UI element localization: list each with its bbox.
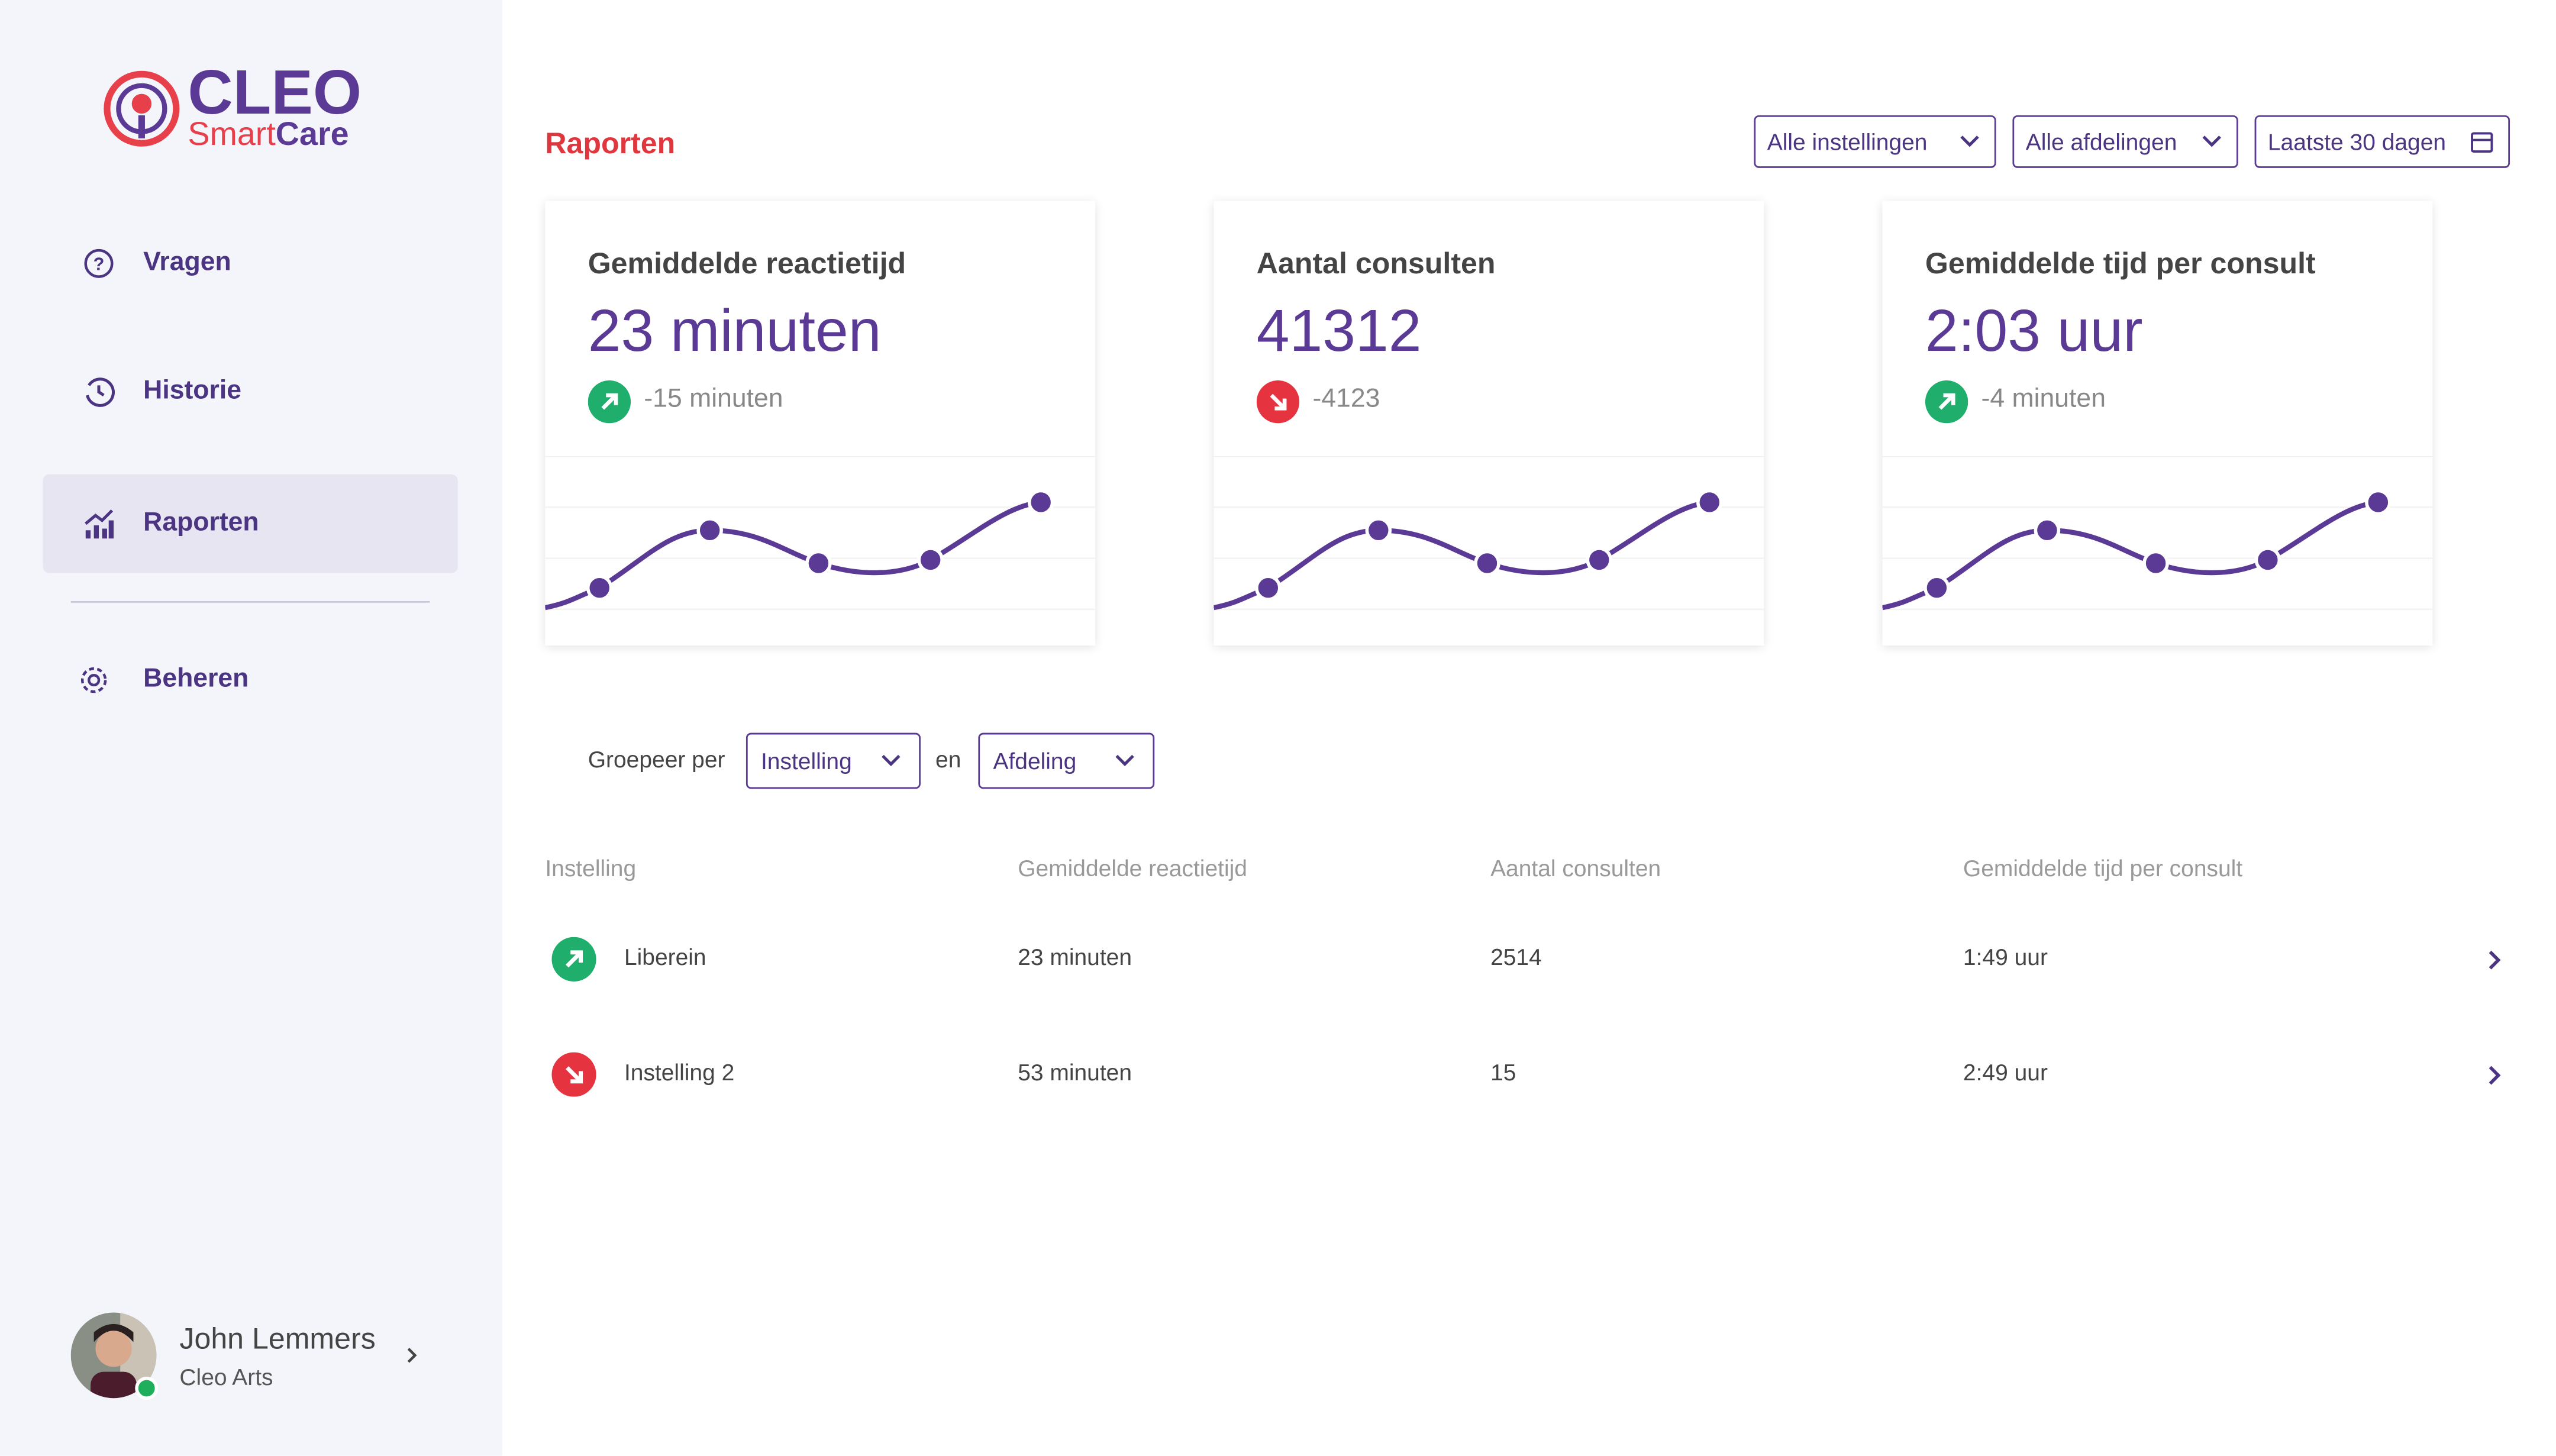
card-value: 41312 [1256, 296, 1422, 364]
row-chevron[interactable] [2487, 1064, 2503, 1095]
nav-label[interactable]: Vragen [143, 248, 231, 277]
nav-label[interactable]: Historie [143, 377, 242, 405]
card-value: 2:03 uur [1925, 296, 2143, 364]
card-change: -4 minuten [1981, 385, 2106, 414]
filter-dropdown[interactable]: Alle instellingen [1754, 115, 1996, 168]
row-trend [551, 937, 596, 990]
stat-card: Gemiddelde tijd per consult 2:03 uur -4 mi… [1882, 201, 2433, 646]
cell: 1:49 uur [1963, 943, 2048, 970]
column-header: Gemiddelde reactietijd [1018, 854, 1247, 882]
nav-icon [86, 377, 115, 407]
cell: 2:49 uur [1963, 1058, 2048, 1086]
date-filter[interactable]: Laatste 30 dagen [2254, 115, 2510, 168]
nav-item[interactable]: ? Vragen [43, 214, 457, 313]
cell: 53 minuten [1018, 1058, 1132, 1086]
avatar[interactable] [70, 1312, 163, 1405]
trend-icon [551, 1052, 596, 1097]
card-title: Gemiddelde reactietijd [588, 247, 906, 280]
logo-subtitle: SmartCare [188, 117, 348, 153]
nav-icon [80, 667, 107, 693]
card-change: -15 minuten [644, 385, 783, 414]
nav-item[interactable]: Historie [43, 343, 457, 441]
trend-indicator [1256, 380, 1300, 431]
trend-icon [588, 380, 631, 424]
row[interactable] [545, 1024, 2513, 1123]
user-name[interactable]: John Lemmers [179, 1322, 376, 1355]
group-value[interactable]: Instelling [760, 747, 852, 774]
filter-dropdown[interactable]: Alle afdelingen [2012, 115, 2238, 168]
svg-text:?: ? [93, 254, 105, 274]
logo-smart: Smart [188, 117, 276, 153]
logo-icon [104, 70, 180, 147]
stat-card: Aantal consulten 41312 -4123 [1214, 201, 1764, 646]
trend-indicator [1925, 380, 1968, 431]
filter-label[interactable]: Alle afdelingen [2025, 128, 2177, 155]
sidebar: CLEO SmartCare ? Vragen Historie Raporte… [0, 0, 502, 1456]
trend-indicator [588, 380, 631, 431]
cell: Liberein [624, 943, 706, 970]
chevron-down [1115, 754, 1134, 767]
card-change: -4123 [1312, 385, 1380, 414]
group-label: Groepeer per [588, 745, 725, 773]
sparkline [1214, 456, 1764, 611]
cell: 15 [1490, 1058, 1516, 1086]
group-value[interactable]: Afdeling [993, 747, 1077, 774]
nav-item[interactable]: Beheren [43, 631, 457, 729]
chevron-right[interactable] [2487, 948, 2503, 971]
chevron-down [2202, 135, 2221, 147]
group-joiner: en [935, 745, 961, 773]
chevron-down [1960, 135, 1979, 147]
nav-icon: ? [84, 248, 114, 278]
logo-care: Care [275, 117, 349, 153]
cell: 23 minuten [1018, 943, 1132, 970]
trend-icon [551, 937, 596, 982]
stat-card: Gemiddelde reactietijd 23 minuten -15 minu… [545, 201, 1096, 646]
nav-icon [85, 509, 114, 539]
filter-label[interactable]: Laatste 30 dagen [2267, 128, 2447, 155]
separator [70, 601, 430, 603]
card-title: Aantal consulten [1256, 247, 1496, 280]
user-role: Cleo Arts [179, 1363, 273, 1390]
page-title: Raporten [545, 127, 676, 160]
column-header: Aantal consulten [1490, 854, 1661, 882]
row-chevron[interactable] [2487, 948, 2503, 980]
user-chevron[interactable] [404, 1345, 420, 1365]
card-value: 23 minuten [588, 296, 882, 364]
cell: 2514 [1490, 943, 1542, 970]
trend-icon [1256, 380, 1300, 424]
chevron-down [882, 754, 901, 767]
row-trend [551, 1052, 596, 1105]
sparkline [545, 456, 1096, 611]
filter-label[interactable]: Alle instellingen [1767, 128, 1928, 155]
chevron-right[interactable] [2487, 1064, 2503, 1087]
column-header: Gemiddelde tijd per consult [1963, 854, 2243, 882]
logo-title: CLEO [188, 59, 362, 129]
nav-label[interactable]: Beheren [143, 665, 249, 693]
sparkline [1882, 456, 2433, 611]
column-header: Instelling [545, 854, 637, 882]
nav-label[interactable]: Raporten [143, 509, 259, 537]
calendar-icon [2471, 132, 2493, 153]
group-dropdown[interactable]: Instelling [746, 732, 921, 789]
nav-item[interactable]: Raporten [43, 474, 458, 573]
card-title: Gemiddelde tijd per consult [1925, 247, 2316, 280]
cell: Instelling 2 [624, 1058, 735, 1086]
trend-icon [1925, 380, 1968, 424]
group-dropdown[interactable]: Afdeling [978, 732, 1155, 789]
